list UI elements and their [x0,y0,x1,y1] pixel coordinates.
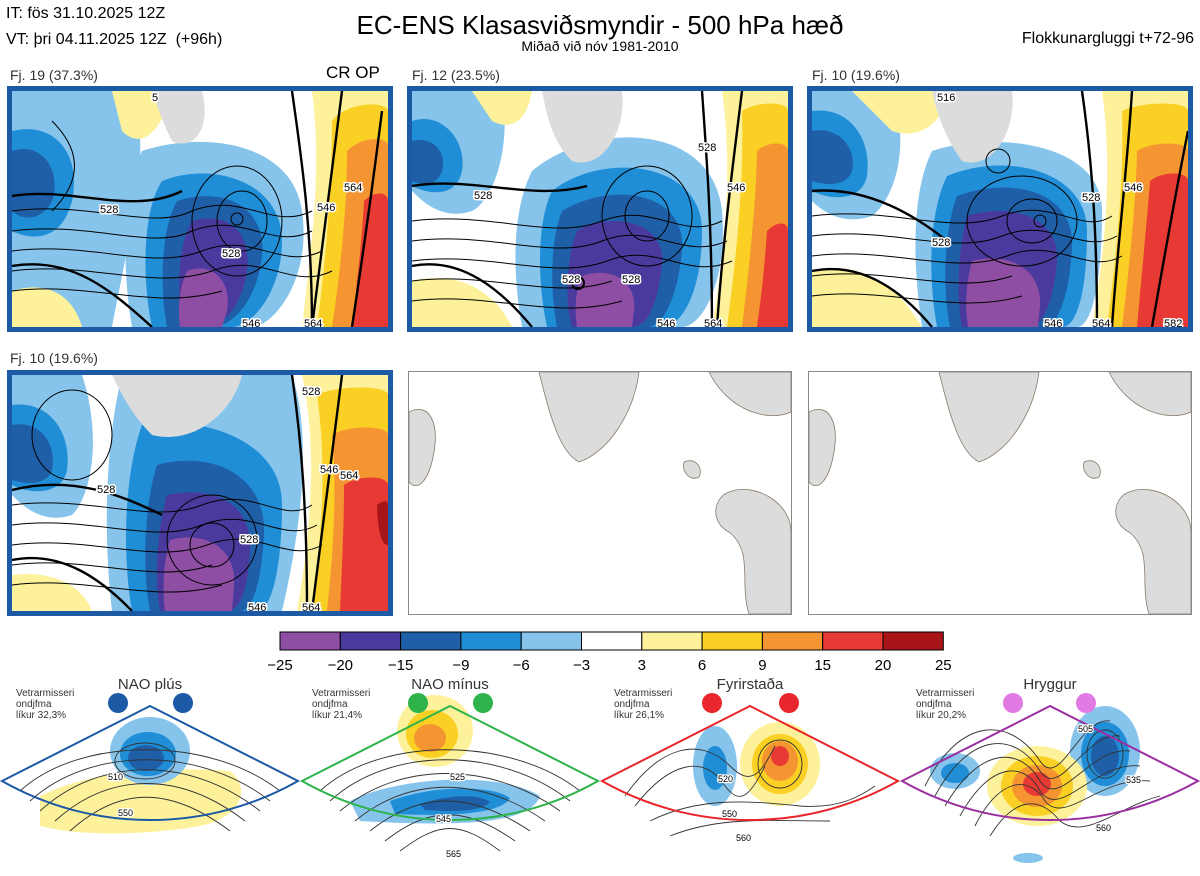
colorbar-swatch [761,631,824,651]
regime-title-blocking: Fyrirstaða [716,676,784,693]
colorbar-tick-label: 15 [814,657,831,674]
colorbar-swatch [701,631,763,651]
contour-label: 546 [1124,182,1142,194]
colorbar-swatch [400,631,462,651]
cluster-map-4: 528 528 546 564 546 564 528 [7,370,393,616]
regime-info-ridge: Vetrarmisseri ondjfma líkur 20,2% [916,688,975,721]
regime-contour-label: 525 [450,772,465,782]
contour-label: 564 [340,470,358,482]
cluster-map-3: 516 528 546 546 564 528 582 [807,86,1193,332]
colorbar-tick-label: −20 [328,657,353,674]
regime-contour-label: 505 [1078,724,1093,734]
contour-label: 564 [344,182,362,194]
cluster-1-tag: CR OP [326,63,380,82]
colorbar-swatch [520,631,583,651]
regime-title-nao-plus: NAO plús [117,676,183,693]
colorbar-swatch [581,631,643,651]
regime-contour-label: 550 [722,809,737,819]
initial-time: IT: fös 31.10.2025 12Z [6,5,166,22]
colorbar: −25 −20 −15 −9 −6 −3 3 6 9 15 20 25 [267,631,952,674]
contour-label: 546 [1044,318,1062,327]
regime-ridge: 505 535 560 [899,676,1200,871]
regime-contour-label: 520 [718,774,733,784]
colorbar-swatch [641,631,703,651]
contour-label: 528 [302,386,320,398]
regime-contour-label: 560 [1096,823,1111,833]
contour-label: 564 [704,318,722,327]
colorbar-tick-label: 25 [935,657,952,674]
colorbar-tick-label: 6 [698,657,706,674]
contour-label: 564 [1092,318,1110,327]
valid-time: VT: þri 04.11.2025 12Z (+96h) [6,31,223,48]
colorbar-swatch [460,631,522,651]
regime-blocking: 520 550 560 [599,676,901,871]
contour-label: 582 [1164,318,1182,327]
colorbar-swatch [882,631,944,651]
colorbar-swatch [279,631,341,651]
cluster-2-label: Fj. 12 (23.5%) [412,67,500,83]
colorbar-tick-label: −25 [267,657,292,674]
cluster-map-2: 528 528 528 546 546 564 528 [407,86,793,332]
regime-contour-label: 535 [1126,775,1141,785]
regime-contour-label: 565 [446,849,461,859]
colorbar-tick-label: 3 [638,657,646,674]
contour-label: 528 [622,274,640,286]
regime-title-nao-minus: NAO mínus [411,676,489,693]
regime-contour-label: 510 [108,772,123,782]
empty-map-5 [408,371,792,615]
contour-label: 528 [1082,192,1100,204]
colorbar-tick-label: 9 [758,657,766,674]
contour-label: 528 [97,484,115,496]
regime-info-blocking: Vetrarmisseri ondjfma líkur 26,1% [614,688,673,721]
regime-info-nao-minus: Vetrarmisseri ondjfma líkur 21,4% [312,688,371,721]
classification-window: Flokkunargluggi t+72-96 [1021,30,1194,47]
contour-label: 528 [932,237,950,249]
regime-contour-label: 550 [118,808,133,818]
contour-label: 516 [937,92,955,104]
regime-nao-plus: 510 550 [0,676,301,871]
contour-label: 5 [152,92,158,104]
regime-contour-label: 545 [436,814,451,824]
contour-label: 564 [302,602,320,611]
page-title: EC-ENS Klasasviðsmyndir - 500 hPa hæð [356,10,844,40]
regime-contour-label: 560 [736,833,751,843]
contour-label: 528 [222,248,240,260]
regime-title-ridge: Hryggur [1023,676,1077,693]
empty-map-6 [808,371,1192,615]
colorbar-tick-label: −6 [513,657,530,674]
regime-info-nao-plus: Vetrarmisseri ondjfma líkur 32,3% [16,688,75,721]
contour-label: 546 [657,318,675,327]
contour-label: 546 [242,318,260,327]
colorbar-tick-label: 20 [875,657,892,674]
contour-label: 528 [562,274,580,286]
contour-label: 546 [248,602,266,611]
contour-label: 546 [317,202,335,214]
contour-label: 528 [240,534,258,546]
colorbar-swatch [339,631,402,651]
contour-label: 564 [304,318,322,327]
colorbar-swatch [822,631,884,651]
colorbar-tick-label: −15 [388,657,413,674]
cluster-3-label: Fj. 10 (19.6%) [812,67,900,83]
colorbar-tick-label: −9 [452,657,469,674]
regime-nao-minus: 525 545 565 [299,676,601,871]
cluster-4-label: Fj. 10 (19.6%) [10,350,98,366]
colorbar-tick-label: −3 [573,657,590,674]
cluster-1-label: Fj. 19 (37.3%) [10,67,98,83]
contour-label: 528 [100,204,118,216]
cluster-map-1: 528 528 546 564 546 564 5 [7,86,393,332]
page-subtitle: Miðað við nóv 1981-2010 [521,38,679,54]
contour-label: 528 [698,142,716,154]
contour-label: 528 [474,190,492,202]
contour-label: 546 [320,464,338,476]
contour-label: 546 [727,182,745,194]
